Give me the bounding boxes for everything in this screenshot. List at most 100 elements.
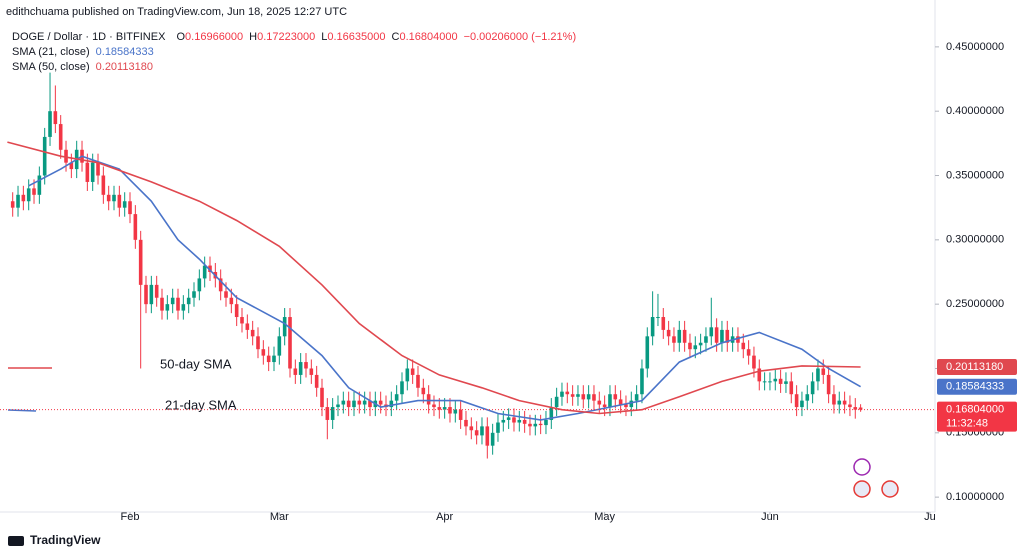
candle-body (256, 336, 260, 350)
candle-body (400, 381, 404, 395)
candle-body (432, 404, 436, 408)
candle-body (90, 162, 95, 182)
candle-body (149, 284, 154, 305)
candle-body (469, 426, 474, 431)
ohlc-key: O (176, 31, 185, 43)
sma-name: SMA (21, close) (12, 46, 90, 58)
candle-body (421, 387, 426, 395)
candle-body (570, 394, 575, 397)
candle-body (704, 336, 708, 343)
flag-icon[interactable] (853, 480, 871, 498)
candle-body (512, 417, 516, 423)
candle-body (752, 355, 756, 369)
candle-body (725, 329, 730, 343)
candle-body (634, 394, 639, 401)
sma-value: 0.18584333 (96, 46, 154, 58)
sma-name: SMA (50, close) (12, 61, 90, 73)
candle-body (592, 394, 596, 401)
x-tick-label: Apr (436, 511, 453, 523)
change: −0.00206000 (−1.21%) (464, 31, 577, 43)
candle-body (218, 278, 223, 292)
candle-body (837, 400, 842, 405)
candle-body (26, 188, 31, 202)
event-icon[interactable] (853, 458, 871, 476)
sma-legend: SMA (21, close) 0.18584333 (12, 46, 154, 58)
x-tick-label: Feb (121, 511, 140, 523)
price-badge (937, 378, 1017, 395)
candle-body (234, 304, 239, 318)
candle-body (490, 432, 495, 446)
candle-body (442, 407, 447, 410)
candle-body (768, 381, 772, 383)
candle-body (138, 239, 143, 285)
ohlc-value: 0.16635000 (327, 31, 385, 43)
price-badge (937, 359, 1017, 376)
candle-body (117, 194, 122, 208)
candle-body (773, 378, 778, 382)
candle-body (709, 327, 714, 337)
candle-body (37, 175, 42, 195)
candle-body (656, 317, 660, 319)
legacy-line (7, 409, 37, 412)
price-badge (937, 401, 1017, 432)
y-tick-label: 0.30000000 (946, 234, 1004, 246)
candle-body (448, 407, 452, 414)
candle-body (314, 374, 319, 388)
candle-body (682, 329, 687, 343)
candle-body (528, 423, 532, 427)
sma-line (7, 141, 861, 415)
candle-body (394, 394, 399, 401)
candle-body (645, 336, 650, 369)
candle-body (565, 391, 570, 395)
candle-body (661, 317, 666, 330)
flag-icon[interactable] (881, 480, 899, 498)
candle-body (426, 394, 431, 405)
candle-body (581, 394, 586, 400)
ohlc-value: 0.17223000 (257, 31, 315, 43)
candle-body (42, 136, 47, 176)
y-tick-label: 0.10000000 (946, 491, 1004, 503)
candle-body (101, 175, 106, 195)
price-badge-label: 0.20113180 (946, 361, 1003, 373)
candle-body (848, 404, 852, 408)
candle-body (304, 362, 308, 369)
candle-body (832, 394, 836, 405)
candle-body (341, 400, 346, 405)
candle-body (538, 423, 543, 426)
candle-body (613, 394, 618, 400)
attribution: edithchuama published on TradingView.com… (6, 6, 347, 18)
candle-body (506, 417, 511, 420)
candle-body (144, 284, 148, 305)
candle-body (762, 381, 767, 383)
candle-body (746, 349, 751, 356)
candle-body (608, 394, 612, 408)
candle-body (277, 336, 282, 356)
candle-body (378, 400, 383, 405)
candle-body (474, 430, 479, 436)
logo (8, 536, 24, 546)
symbol-title: DOGE / Dollar · 1D · BITFINEX (12, 31, 166, 43)
candle-body (272, 355, 276, 363)
candle-body (826, 374, 831, 395)
candle-body (170, 297, 175, 305)
candle-body (597, 400, 602, 405)
candle-body (666, 329, 671, 337)
candle-body (410, 368, 415, 375)
candle-body (586, 394, 591, 400)
candle-body (816, 368, 820, 382)
candle-body (21, 194, 26, 202)
candle-body (165, 304, 170, 311)
candle-body (133, 214, 138, 240)
candle-body (229, 297, 234, 305)
y-tick-label: 0.35000000 (946, 169, 1004, 181)
candle-body (330, 407, 335, 420)
candle-body (640, 368, 644, 395)
candle-body (437, 407, 442, 410)
candle-body (794, 394, 799, 408)
candle-body (800, 400, 804, 408)
candle-body (245, 323, 250, 330)
sma-value: 0.20113180 (96, 61, 153, 73)
ohlc-key: C (392, 31, 400, 43)
